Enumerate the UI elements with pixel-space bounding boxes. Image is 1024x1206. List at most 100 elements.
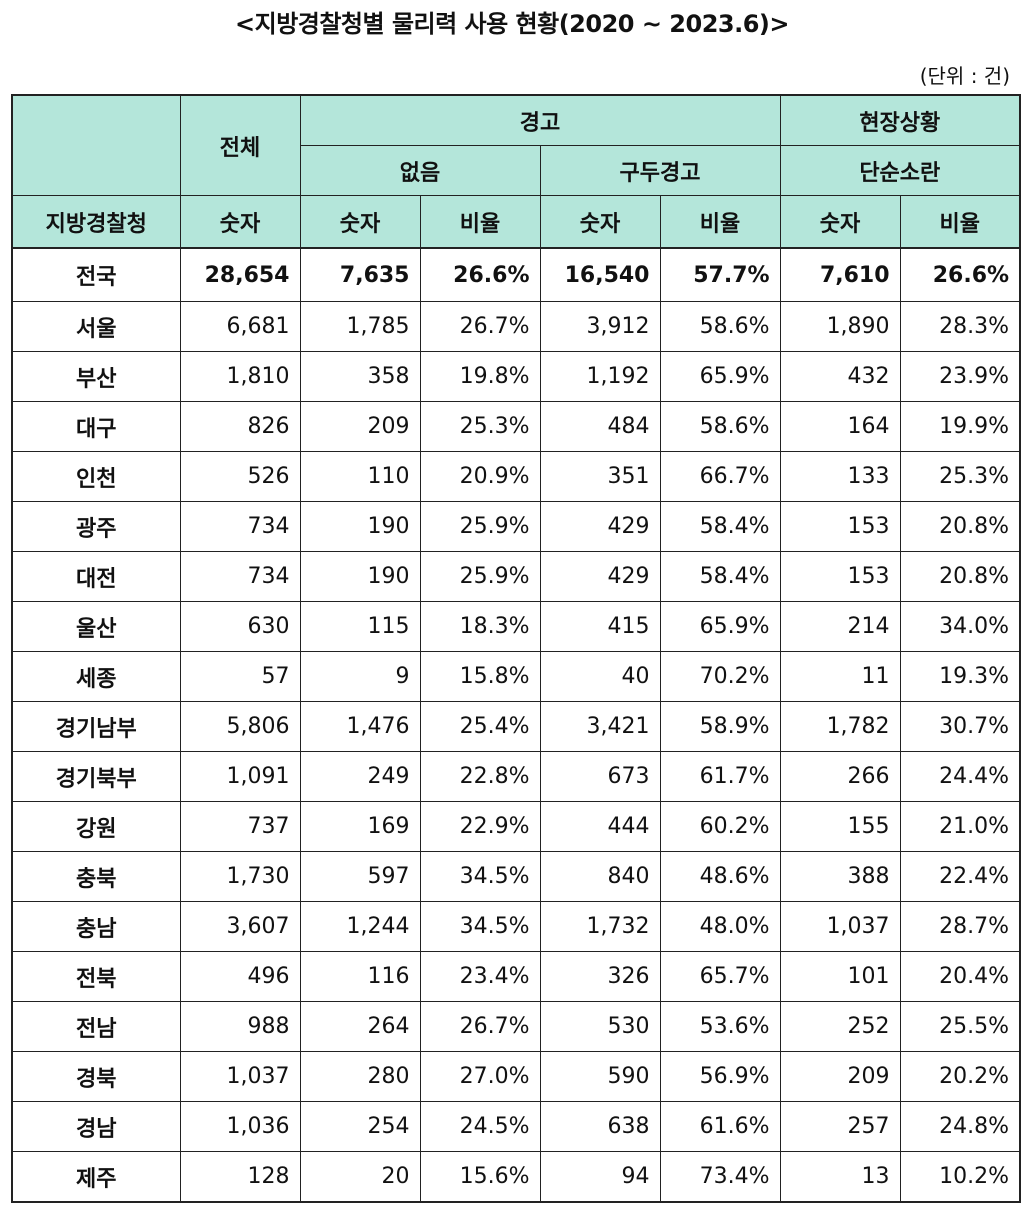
simple-ratio-cell: 26.6% xyxy=(899,247,1021,302)
verbal-count-cell: 351 xyxy=(539,451,661,502)
none-ratio-cell: 25.3% xyxy=(419,401,541,452)
none-ratio-cell: 25.9% xyxy=(419,551,541,602)
simple-ratio-cell: 24.4% xyxy=(899,751,1021,802)
simple-count-cell: 252 xyxy=(779,1001,901,1052)
verbal-count-cell: 3,421 xyxy=(539,701,661,752)
total-count-cell: 1,037 xyxy=(179,1051,301,1102)
table-row: 경북 1,037 280 27.0% 590 56.9% 209 20.2% xyxy=(11,1051,1021,1102)
none-count-cell: 116 xyxy=(299,951,421,1002)
simple-count-cell: 153 xyxy=(779,551,901,602)
none-ratio-cell: 15.6% xyxy=(419,1151,541,1203)
verbal-ratio-cell: 65.7% xyxy=(659,951,781,1002)
table-row: 세종 57 9 15.8% 40 70.2% 11 19.3% xyxy=(11,651,1021,702)
none-count-cell: 190 xyxy=(299,551,421,602)
verbal-ratio-cell: 48.0% xyxy=(659,901,781,952)
verbal-count-cell: 429 xyxy=(539,501,661,552)
verbal-ratio-cell: 70.2% xyxy=(659,651,781,702)
verbal-ratio-cell: 65.9% xyxy=(659,601,781,652)
simple-ratio-cell: 20.4% xyxy=(899,951,1021,1002)
table-row: 전북 496 116 23.4% 326 65.7% 101 20.4% xyxy=(11,951,1021,1002)
none-ratio-cell: 22.8% xyxy=(419,751,541,802)
header-ratio: 비율 xyxy=(899,195,1021,249)
verbal-count-cell: 40 xyxy=(539,651,661,702)
header-count: 숫자 xyxy=(539,195,661,249)
region-cell: 서울 xyxy=(11,301,181,352)
header-region: 지방경찰청 xyxy=(11,195,181,249)
none-ratio-cell: 19.8% xyxy=(419,351,541,402)
table-row: 강원 737 169 22.9% 444 60.2% 155 21.0% xyxy=(11,801,1021,852)
table-row: 전남 988 264 26.7% 530 53.6% 252 25.5% xyxy=(11,1001,1021,1052)
region-cell: 광주 xyxy=(11,501,181,552)
none-count-cell: 110 xyxy=(299,451,421,502)
none-count-cell: 190 xyxy=(299,501,421,552)
verbal-ratio-cell: 66.7% xyxy=(659,451,781,502)
total-count-cell: 57 xyxy=(179,651,301,702)
simple-ratio-cell: 21.0% xyxy=(899,801,1021,852)
simple-ratio-cell: 23.9% xyxy=(899,351,1021,402)
table-row: 경기북부 1,091 249 22.8% 673 61.7% 266 24.4% xyxy=(11,751,1021,802)
table-row: 경기남부 5,806 1,476 25.4% 3,421 58.9% 1,782 30.7% xyxy=(11,701,1021,752)
simple-count-cell: 388 xyxy=(779,851,901,902)
total-count-cell: 496 xyxy=(179,951,301,1002)
none-ratio-cell: 26.7% xyxy=(419,1001,541,1052)
region-cell: 강원 xyxy=(11,801,181,852)
total-count-cell: 1,091 xyxy=(179,751,301,802)
simple-count-cell: 209 xyxy=(779,1051,901,1102)
none-ratio-cell: 25.4% xyxy=(419,701,541,752)
none-ratio-cell: 15.8% xyxy=(419,651,541,702)
simple-ratio-cell: 24.8% xyxy=(899,1101,1021,1152)
region-cell: 대구 xyxy=(11,401,181,452)
page-title: <지방경찰청별 물리력 사용 현황(2020 ~ 2023.6)> xyxy=(235,10,790,38)
verbal-ratio-cell: 65.9% xyxy=(659,351,781,402)
simple-ratio-cell: 10.2% xyxy=(899,1151,1021,1203)
verbal-count-cell: 530 xyxy=(539,1001,661,1052)
table-row: 대구 826 209 25.3% 484 58.6% 164 19.9% xyxy=(11,401,1021,452)
total-count-cell: 1,810 xyxy=(179,351,301,402)
total-count-cell: 737 xyxy=(179,801,301,852)
none-ratio-cell: 34.5% xyxy=(419,901,541,952)
none-count-cell: 1,244 xyxy=(299,901,421,952)
total-count-cell: 826 xyxy=(179,401,301,452)
table-row: 광주 734 190 25.9% 429 58.4% 153 20.8% xyxy=(11,501,1021,552)
verbal-count-cell: 1,192 xyxy=(539,351,661,402)
none-ratio-cell: 27.0% xyxy=(419,1051,541,1102)
none-count-cell: 264 xyxy=(299,1001,421,1052)
total-count-cell: 988 xyxy=(179,1001,301,1052)
verbal-count-cell: 484 xyxy=(539,401,661,452)
simple-count-cell: 133 xyxy=(779,451,901,502)
simple-ratio-cell: 19.9% xyxy=(899,401,1021,452)
simple-ratio-cell: 25.3% xyxy=(899,451,1021,502)
header-total: 전체 xyxy=(179,94,301,196)
none-count-cell: 1,476 xyxy=(299,701,421,752)
simple-count-cell: 1,890 xyxy=(779,301,901,352)
region-cell: 세종 xyxy=(11,651,181,702)
verbal-count-cell: 3,912 xyxy=(539,301,661,352)
simple-ratio-cell: 34.0% xyxy=(899,601,1021,652)
total-count-cell: 28,654 xyxy=(179,247,301,302)
verbal-count-cell: 638 xyxy=(539,1101,661,1152)
none-ratio-cell: 26.6% xyxy=(419,247,541,302)
header-count: 숫자 xyxy=(179,195,301,249)
table-row: 제주 128 20 15.6% 94 73.4% 13 10.2% xyxy=(11,1151,1021,1203)
none-ratio-cell: 20.9% xyxy=(419,451,541,502)
simple-ratio-cell: 28.7% xyxy=(899,901,1021,952)
region-cell: 제주 xyxy=(11,1151,181,1203)
total-count-cell: 630 xyxy=(179,601,301,652)
simple-count-cell: 164 xyxy=(779,401,901,452)
region-cell: 경북 xyxy=(11,1051,181,1102)
none-count-cell: 209 xyxy=(299,401,421,452)
header-verbal-warning: 구두경고 xyxy=(539,145,781,196)
none-count-cell: 7,635 xyxy=(299,247,421,302)
verbal-count-cell: 1,732 xyxy=(539,901,661,952)
simple-ratio-cell: 30.7% xyxy=(899,701,1021,752)
total-count-cell: 5,806 xyxy=(179,701,301,752)
simple-ratio-cell: 22.4% xyxy=(899,851,1021,902)
region-cell: 울산 xyxy=(11,601,181,652)
none-count-cell: 20 xyxy=(299,1151,421,1203)
table-row: 인천 526 110 20.9% 351 66.7% 133 25.3% xyxy=(11,451,1021,502)
none-count-cell: 280 xyxy=(299,1051,421,1102)
table-row: 충북 1,730 597 34.5% 840 48.6% 388 22.4% xyxy=(11,851,1021,902)
none-count-cell: 597 xyxy=(299,851,421,902)
verbal-ratio-cell: 61.7% xyxy=(659,751,781,802)
none-count-cell: 1,785 xyxy=(299,301,421,352)
